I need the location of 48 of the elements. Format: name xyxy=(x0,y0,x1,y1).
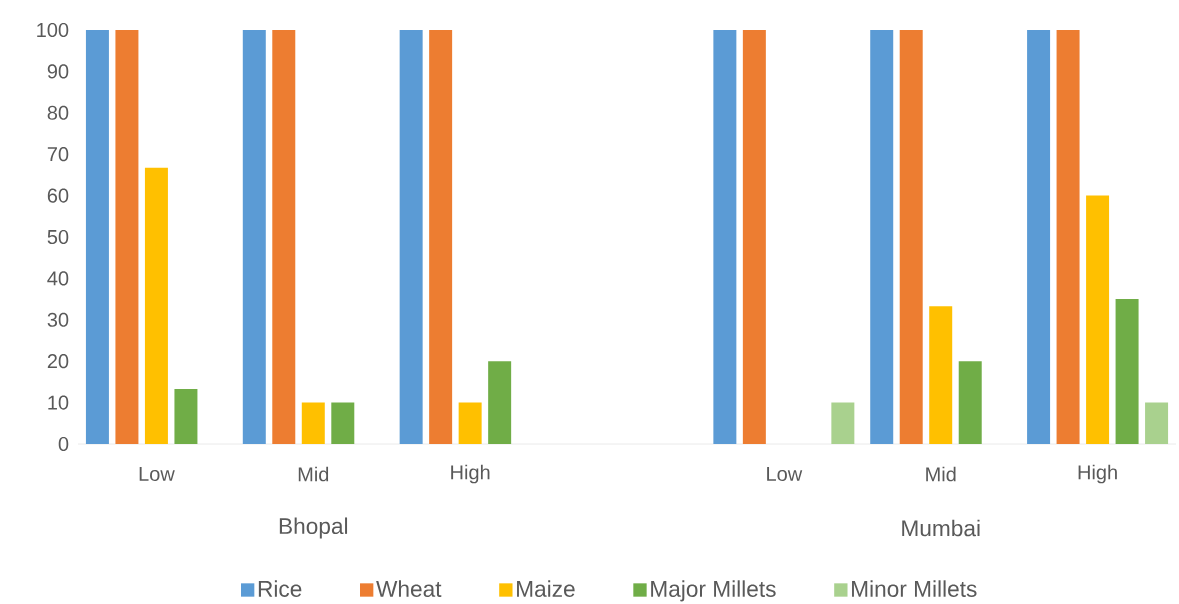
x-tick-label: High xyxy=(451,464,490,484)
bar xyxy=(1145,402,1169,444)
bar xyxy=(301,402,325,444)
bar xyxy=(488,361,512,444)
bar xyxy=(1027,30,1051,444)
bar xyxy=(870,30,894,444)
bar xyxy=(831,402,855,444)
bar xyxy=(742,30,766,444)
y-tick-label: 80 xyxy=(47,105,69,120)
y-tick-label: 100 xyxy=(37,22,69,38)
bar xyxy=(929,306,953,444)
bar xyxy=(429,30,453,444)
y-tick-label: 30 xyxy=(47,312,69,327)
bar xyxy=(713,30,737,444)
bar xyxy=(272,30,296,444)
bar xyxy=(115,30,139,444)
y-tick-label: 20 xyxy=(47,354,69,369)
legend-label: Major Millets xyxy=(651,580,776,602)
bar xyxy=(899,30,923,444)
bar xyxy=(331,402,355,444)
x-tick-label: Mid xyxy=(298,466,329,482)
bar xyxy=(144,167,168,444)
text: Mumbai xyxy=(902,519,980,537)
bar xyxy=(1056,30,1080,444)
y-tick-label: 50 xyxy=(47,229,69,245)
y-tick-label: 0 xyxy=(58,436,69,452)
bar xyxy=(458,402,482,444)
bar xyxy=(1115,299,1139,444)
legend-label: Rice xyxy=(258,580,302,597)
y-tick-label: 40 xyxy=(47,271,69,286)
y-tick-label: 60 xyxy=(47,188,69,203)
x-tick-label: Low xyxy=(139,467,175,481)
legend-label: Minor Millets xyxy=(852,580,977,597)
legend-label: Wheat xyxy=(376,580,442,597)
y-tick-label: 70 xyxy=(47,147,69,162)
bar xyxy=(1086,195,1110,444)
bar xyxy=(399,30,423,444)
bar xyxy=(174,388,198,444)
bar xyxy=(958,361,982,444)
bar xyxy=(85,30,109,444)
y-tick-label: 90 xyxy=(47,64,69,79)
bar xyxy=(242,30,266,444)
text: Bhopal xyxy=(279,517,348,539)
y-tick-label: 10 xyxy=(48,395,69,410)
x-tick-label: Mid xyxy=(926,466,956,482)
legend-label: Maize xyxy=(517,580,575,597)
x-tick-label: High xyxy=(1078,464,1117,484)
x-tick-label: Low xyxy=(767,467,803,481)
